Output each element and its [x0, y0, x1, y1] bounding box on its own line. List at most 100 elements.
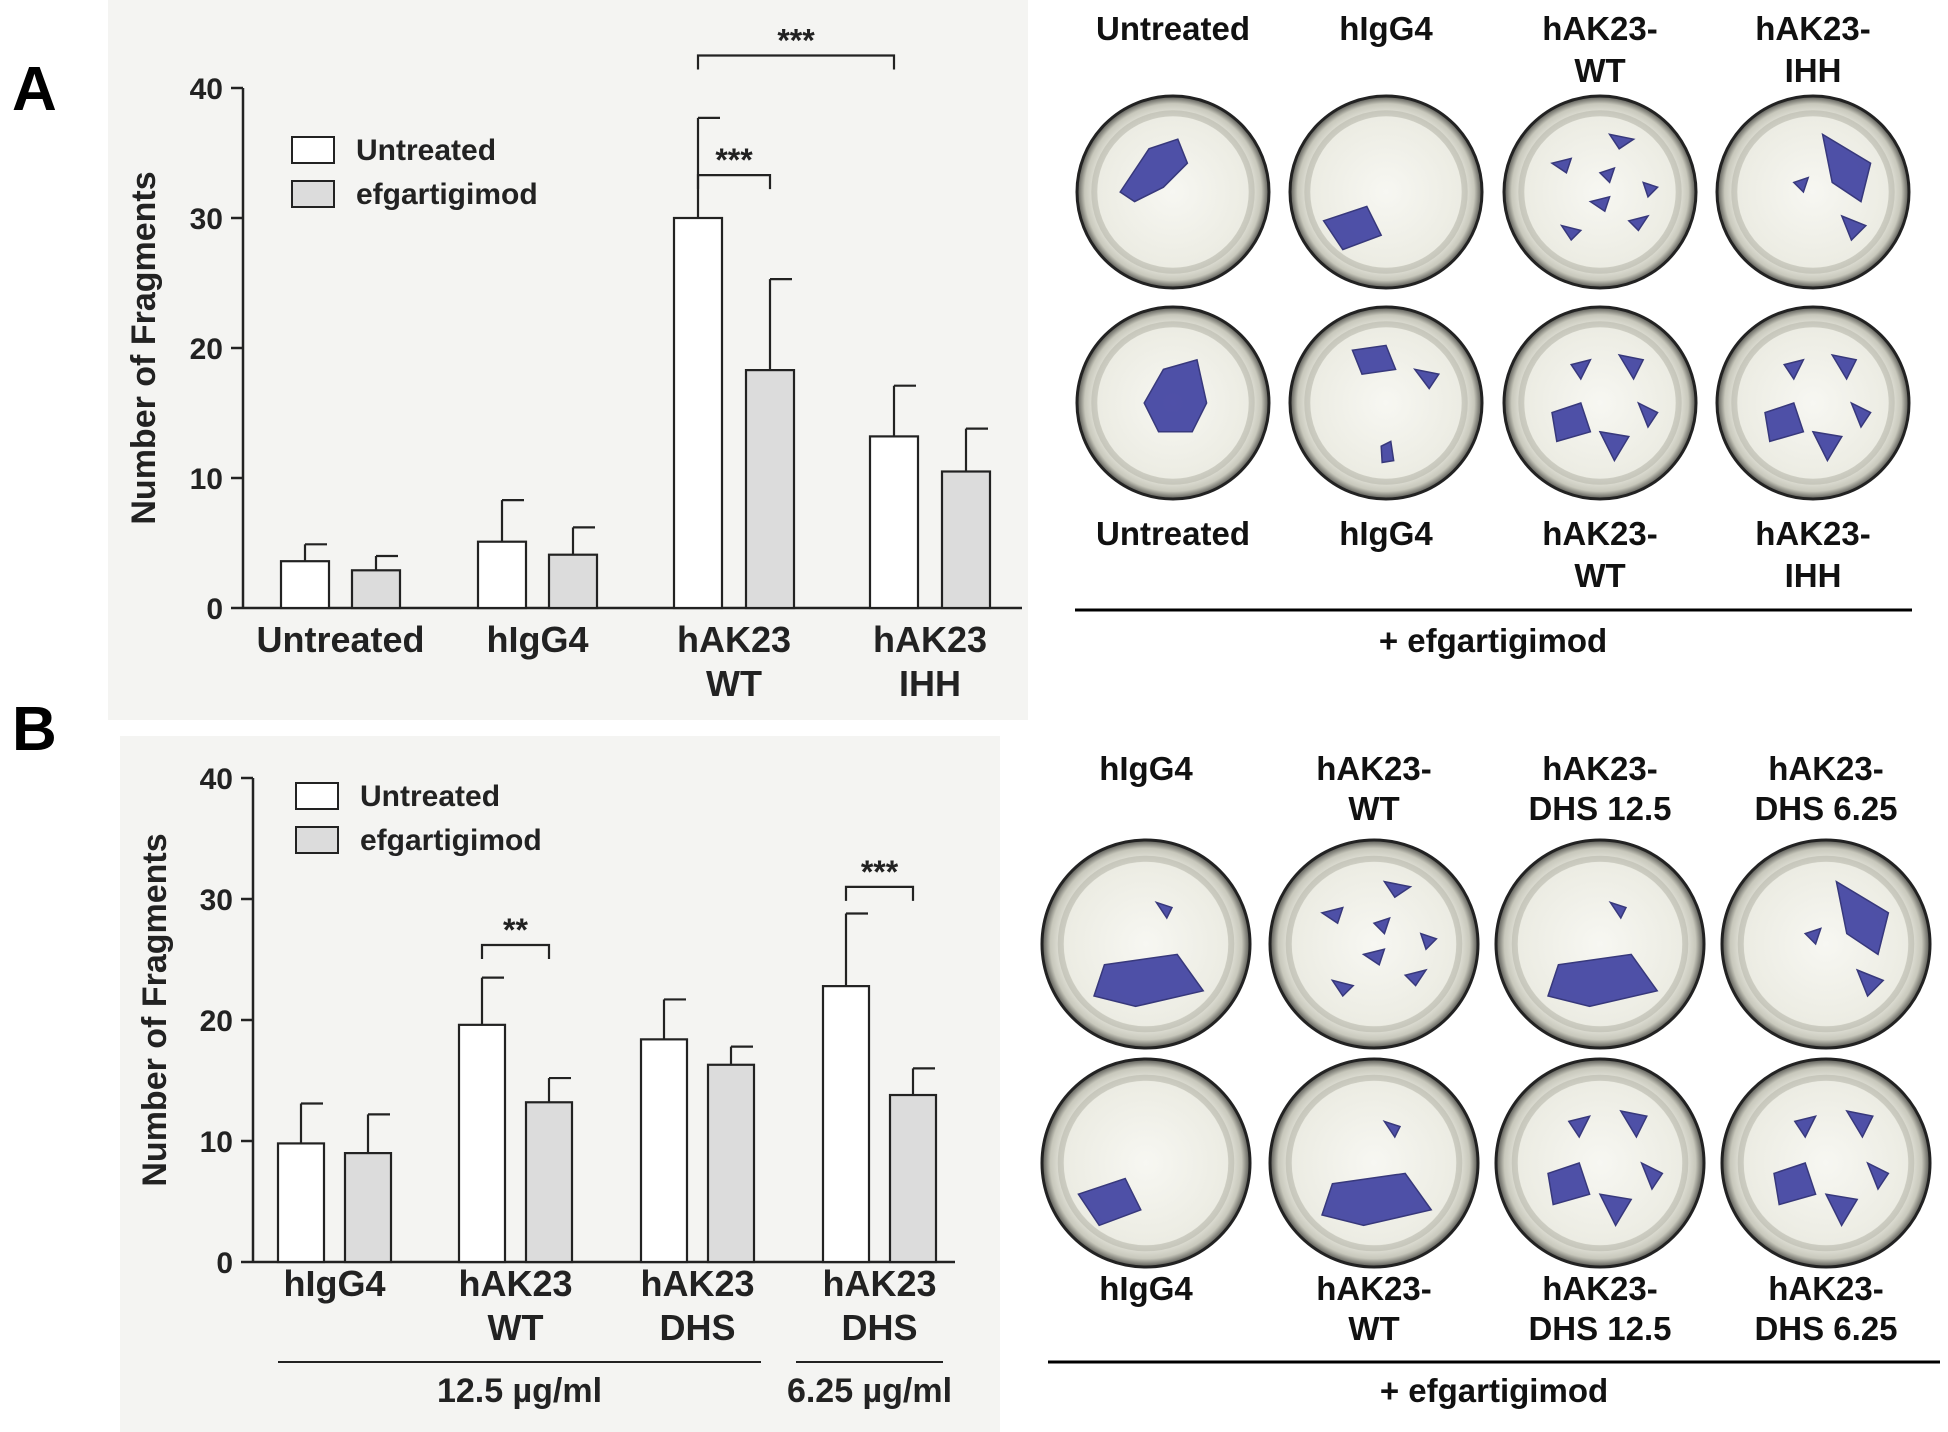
plate-efgartigimod-row — [1040, 1057, 1252, 1269]
cell-sheet-fragment — [1608, 900, 1628, 920]
cell-sheet-fragment — [1588, 195, 1611, 213]
panel-b-bar — [457, 1023, 507, 1264]
panel-a-significance-label: *** — [777, 23, 815, 59]
panel-b-legend-label: efgartigimod — [360, 824, 542, 857]
panel-b-bar — [276, 1142, 326, 1264]
cell-sheet-fragment — [1849, 401, 1872, 429]
panel-a-y-tick-label: 20 — [190, 333, 223, 366]
plate-column-label: WT — [1574, 557, 1625, 594]
panel-letter-b: B — [12, 695, 57, 764]
cell-sheet-fragment — [1773, 1162, 1817, 1206]
well-inner-ring — [1304, 321, 1468, 485]
panel-b-y-tick-label: 20 — [200, 1005, 233, 1038]
panel-b-legend-swatch — [295, 826, 339, 854]
plate-column-label: hAK23- — [1755, 515, 1871, 552]
panel-a-chart-background — [108, 0, 1028, 720]
well-inner-ring — [1737, 855, 1915, 1033]
cell-sheet-fragment — [1403, 968, 1428, 987]
plate-efgartigimod-row — [1075, 305, 1271, 501]
cell-sheet-fragment — [1830, 353, 1858, 381]
plate-efgartigimod-row — [1288, 305, 1484, 501]
plate-column-label: IHH — [1785, 557, 1842, 594]
plate-column-label: hIgG4 — [1339, 10, 1433, 47]
panel-a-bar — [547, 553, 599, 610]
cell-sheet-fragment — [1636, 401, 1659, 429]
well-inner-ring — [1518, 110, 1682, 274]
cell-sheet-fragment — [1351, 344, 1397, 376]
panel-a-bar — [476, 540, 528, 610]
cell-sheet-fragment — [1361, 948, 1386, 966]
cell-sheet-fragment — [1619, 1109, 1648, 1139]
panel-b-bar — [821, 985, 871, 1264]
plate-untreated-row — [1720, 838, 1932, 1050]
panel-b-efgartigimod-footer: + efgartigimod — [1380, 1372, 1608, 1409]
cell-sheet-fragment — [1811, 430, 1844, 463]
culture-well — [1288, 94, 1484, 290]
well-inner-ring — [1731, 110, 1895, 274]
plate-efgartigimod-row — [1720, 1057, 1932, 1269]
culture-well — [1040, 1057, 1252, 1269]
plate-column-label: hIgG4 — [1099, 1270, 1193, 1307]
panel-b-y-tick-label: 40 — [200, 763, 233, 796]
panel-a-bar — [744, 369, 796, 610]
panel-a-category-label: Untreated — [256, 619, 424, 660]
plate-untreated-row — [1715, 94, 1911, 290]
plate-column-label: hAK23- — [1542, 1270, 1658, 1307]
panel-b-y-tick-label: 30 — [200, 884, 233, 917]
plate-untreated-row — [1268, 838, 1480, 1050]
cell-sheet-fragment — [1382, 1119, 1402, 1139]
cell-sheet-fragment — [1598, 166, 1616, 184]
culture-well — [1288, 305, 1484, 501]
plate-column-label: hAK23- — [1542, 750, 1658, 787]
cell-sheet-fragment — [1866, 1161, 1890, 1191]
cell-sheet-fragment — [1607, 133, 1636, 150]
cell-sheet-fragment — [1547, 1162, 1591, 1206]
culture-well — [1715, 94, 1911, 290]
cell-sheet-fragment — [1119, 138, 1189, 203]
cell-sheet-fragment — [1803, 927, 1822, 946]
plate-column-label: DHS 6.25 — [1754, 790, 1897, 827]
cell-sheet-fragment — [1642, 181, 1659, 199]
panel-b-bar — [524, 1101, 574, 1264]
plate-efgartigimod-row — [1494, 1057, 1706, 1269]
plate-column-label: WT — [1348, 790, 1399, 827]
well-inner-ring — [1731, 321, 1895, 485]
cell-sheet-fragment — [1372, 916, 1391, 935]
cell-sheet-fragment — [1835, 880, 1890, 956]
panel-a-significance-bracket — [696, 174, 772, 190]
panel-a-legend-swatch — [291, 180, 335, 208]
well-inner-ring — [1304, 110, 1468, 274]
cell-sheet-fragment — [1077, 1177, 1142, 1227]
panel-a-bar — [279, 560, 331, 610]
culture-well — [1502, 94, 1698, 290]
panel-b-legend-label: Untreated — [360, 780, 500, 813]
panel-a-category-label: hAK23 — [677, 619, 791, 660]
panel-a-plate-images: Untreated hIgG4 hAK23- WT hAK23- IHH Untreated… — [1075, 10, 1911, 594]
plate-column-label: hAK23- — [1768, 1270, 1884, 1307]
cell-sheet-fragment — [1380, 440, 1395, 464]
well-inner-ring — [1285, 1074, 1463, 1252]
plate-column-label: hAK23- — [1316, 1270, 1432, 1307]
plate-column-label: DHS 12.5 — [1528, 790, 1671, 827]
plate-column-label: hAK23- — [1768, 750, 1884, 787]
panel-letter-a: A — [12, 55, 57, 124]
well-inner-ring — [1511, 855, 1689, 1033]
panel-a-significance-label: *** — [715, 142, 753, 178]
cell-sheet-fragment — [1559, 224, 1583, 242]
cell-sheet-fragment — [1330, 979, 1355, 998]
cell-sheet-fragment — [1855, 968, 1885, 998]
plate-untreated-row — [1494, 838, 1706, 1050]
panel-b-bar — [343, 1151, 393, 1264]
cell-sheet-fragment — [1322, 205, 1383, 251]
plate-column-label: DHS 6.25 — [1754, 1310, 1897, 1347]
panel-b-category-label: hAK23 — [822, 1263, 936, 1304]
culture-well — [1075, 94, 1271, 290]
cell-sheet-fragment — [1824, 1193, 1859, 1227]
plate-column-label: Untreated — [1096, 515, 1250, 552]
culture-well — [1720, 1057, 1932, 1269]
culture-well — [1040, 838, 1252, 1050]
panel-a-significance-bracket — [696, 54, 896, 70]
panel-a-y-tick-label: 10 — [190, 463, 223, 496]
plate-column-label: hAK23- — [1316, 750, 1432, 787]
